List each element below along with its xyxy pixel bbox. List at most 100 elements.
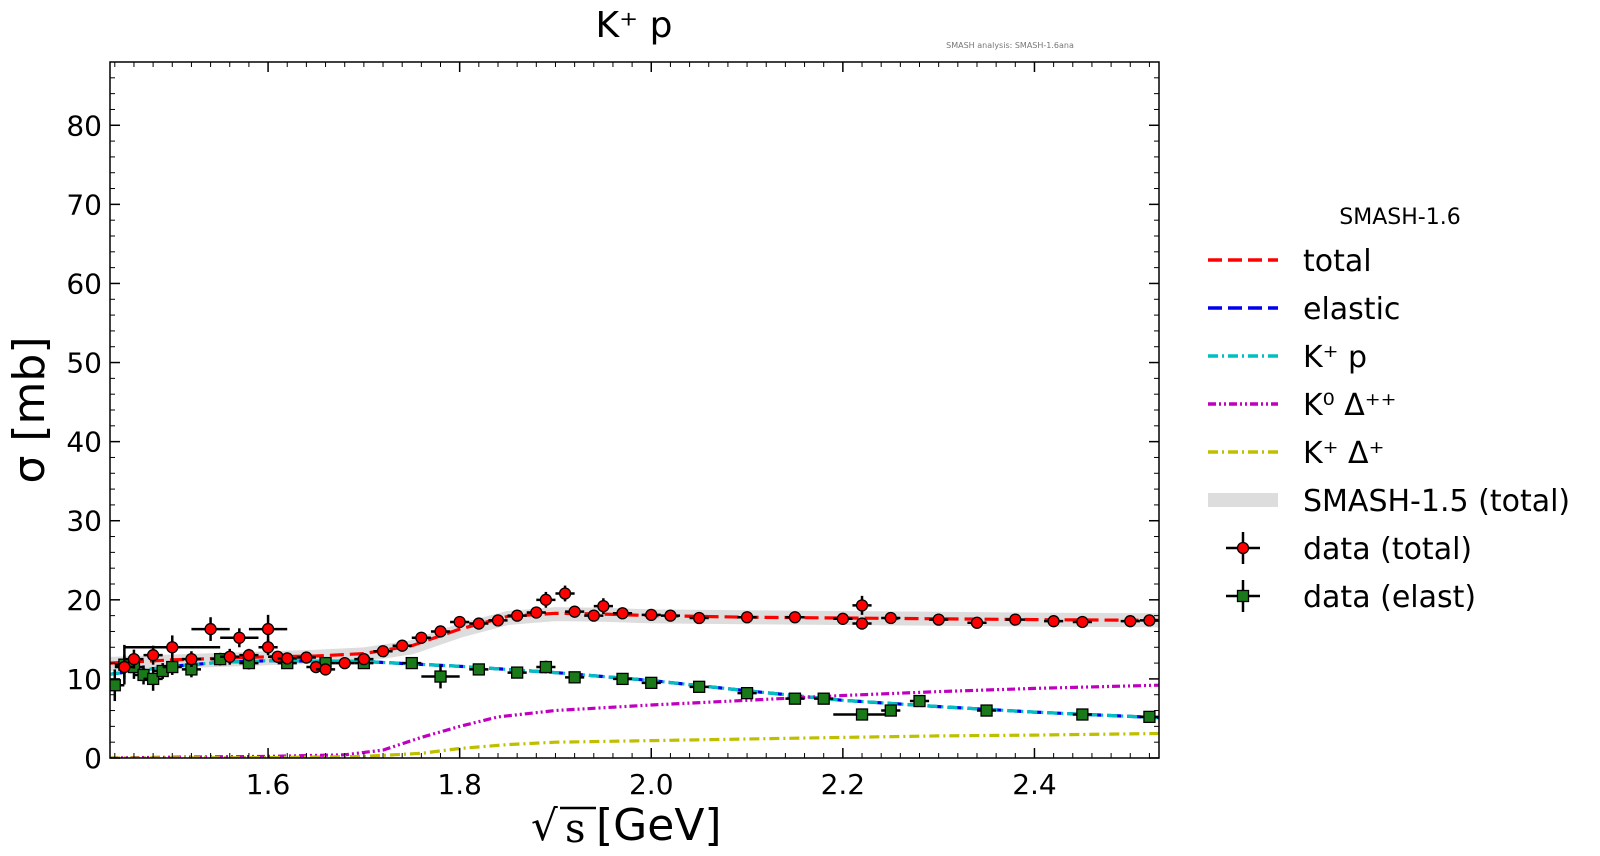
plot-area: 0 10 20 30 40 50 60 70 80 1.6 1.8 2.0 2.2 2.4: [66, 61, 1160, 801]
y-tick-label: 80: [66, 109, 102, 142]
data-point-total: [181, 651, 202, 668]
data-point-elast: [536, 660, 556, 674]
data-point-total: [191, 617, 230, 641]
series-k: [110, 683, 1159, 758]
legend-label: K⁰ Δ⁺⁺: [1303, 388, 1396, 423]
data-point-total: [354, 652, 374, 666]
legend-entry-k: K⁰ Δ⁺⁺: [1208, 388, 1396, 423]
data-point-elast: [612, 672, 633, 686]
x-tick-label: 2.2: [821, 768, 866, 801]
data-point-elast: [785, 692, 805, 705]
data-point-elast: [689, 680, 709, 693]
data-point-total: [373, 645, 393, 658]
legend-label: K⁺ Δ⁺: [1303, 436, 1384, 471]
legend-entry-data-total: data (total): [1226, 532, 1472, 567]
data-point-elast: [1139, 710, 1159, 724]
legend-label: data (total): [1303, 532, 1472, 567]
y-tick-label: 50: [66, 347, 102, 380]
data-point-total: [469, 617, 489, 630]
data-point-elast: [507, 666, 527, 679]
legend-entry-smash-1-5-total: SMASH-1.5 (total): [1208, 484, 1570, 519]
data-point-total: [593, 598, 613, 615]
data-point-elast: [976, 704, 997, 717]
data-point-total: [315, 663, 336, 676]
data-point-elast: [641, 676, 661, 690]
data-point-total: [430, 625, 451, 638]
legend-marker: [1236, 589, 1250, 603]
data-point-total: [248, 614, 288, 644]
y-tick-label: 70: [66, 188, 102, 221]
x-axis-label-s: s: [565, 806, 586, 852]
data-point-total: [258, 639, 278, 656]
data-point-total: [507, 609, 527, 622]
y-tick-label: 60: [66, 267, 102, 300]
x-axis-label-sqrt: √: [531, 801, 558, 850]
data-point-total: [555, 585, 575, 602]
data-point-total: [785, 611, 805, 624]
data-point-elast: [909, 694, 930, 708]
data-point-elast: [881, 704, 901, 717]
data-point-total: [114, 655, 134, 679]
data-point-total: [392, 639, 412, 652]
series-k: [110, 731, 1159, 758]
y-tick-label: 30: [66, 505, 102, 538]
data-point-total: [124, 635, 221, 660]
data-point-elast: [737, 686, 757, 700]
data-point-elast: [1072, 708, 1092, 721]
x-axis-label-unit: [GeV]: [596, 800, 722, 851]
data-point-total: [1120, 615, 1140, 628]
legend-entry-total: total: [1208, 244, 1372, 279]
x-tick-label: 1.6: [246, 768, 291, 801]
data-point-elast: [833, 708, 891, 721]
data-point-total: [833, 612, 853, 625]
data-point-total: [1139, 614, 1159, 627]
data-point-total: [277, 652, 297, 665]
data-point-total: [536, 591, 556, 608]
data-point-elast: [402, 656, 422, 670]
data-point-total: [488, 614, 508, 627]
data-point-elast: [469, 663, 489, 676]
y-axis-label: σ [mb]: [4, 337, 55, 484]
data-point-total: [220, 648, 240, 665]
x-tick-label: 2.4: [1012, 768, 1057, 801]
legend-entry-elastic: elastic: [1208, 292, 1400, 327]
y-tick-label: 40: [66, 426, 102, 459]
data-point-total: [852, 595, 872, 615]
x-axis-label: √ s [GeV]: [531, 800, 722, 852]
data-point-total: [239, 648, 259, 662]
y-tick-label: 20: [66, 584, 102, 617]
legend-entry-k-p: K⁺ p: [1208, 340, 1367, 375]
x-tick-label: 1.8: [437, 768, 482, 801]
data-point-total: [881, 611, 901, 625]
data-point-total: [450, 615, 470, 629]
data-point-total: [689, 611, 709, 625]
legend-label: elastic: [1303, 292, 1400, 327]
y-tick-label: 0: [84, 742, 102, 775]
data-point-elast: [421, 664, 460, 689]
legend-label: total: [1303, 244, 1372, 279]
legend-title: SMASH-1.6: [1339, 205, 1460, 230]
data-point-total: [411, 631, 431, 644]
legend-marker: [1236, 541, 1250, 555]
data-point-total: [929, 613, 949, 626]
data-point-total: [852, 617, 872, 630]
data-point-elast: [162, 659, 182, 675]
x-tick-label: 2.0: [629, 768, 674, 801]
data-point-total: [124, 649, 144, 669]
data-point-total: [737, 611, 757, 624]
data-point-total: [584, 609, 604, 622]
legend: SMASH-1.6 total elastic K⁺ p K⁰ Δ⁺⁺ K⁺ Δ⁺ SMA…: [1208, 205, 1570, 615]
legend-label: SMASH-1.5 (total): [1303, 484, 1570, 519]
analysis-note: SMASH analysis: SMASH-1.6ana: [946, 41, 1074, 50]
data-point-elast: [565, 671, 585, 684]
legend-entry-data-elast: data (elast): [1226, 580, 1476, 615]
data-point-total: [220, 628, 259, 648]
legend-entry-k: K⁺ Δ⁺: [1208, 436, 1384, 471]
data-point-total: [612, 607, 633, 620]
data-point-total: [1044, 615, 1064, 628]
series-k-p: [110, 659, 1159, 720]
data-point-total: [335, 656, 355, 670]
data-point-elast: [814, 692, 834, 705]
chart-title: K⁺ p: [596, 5, 673, 46]
